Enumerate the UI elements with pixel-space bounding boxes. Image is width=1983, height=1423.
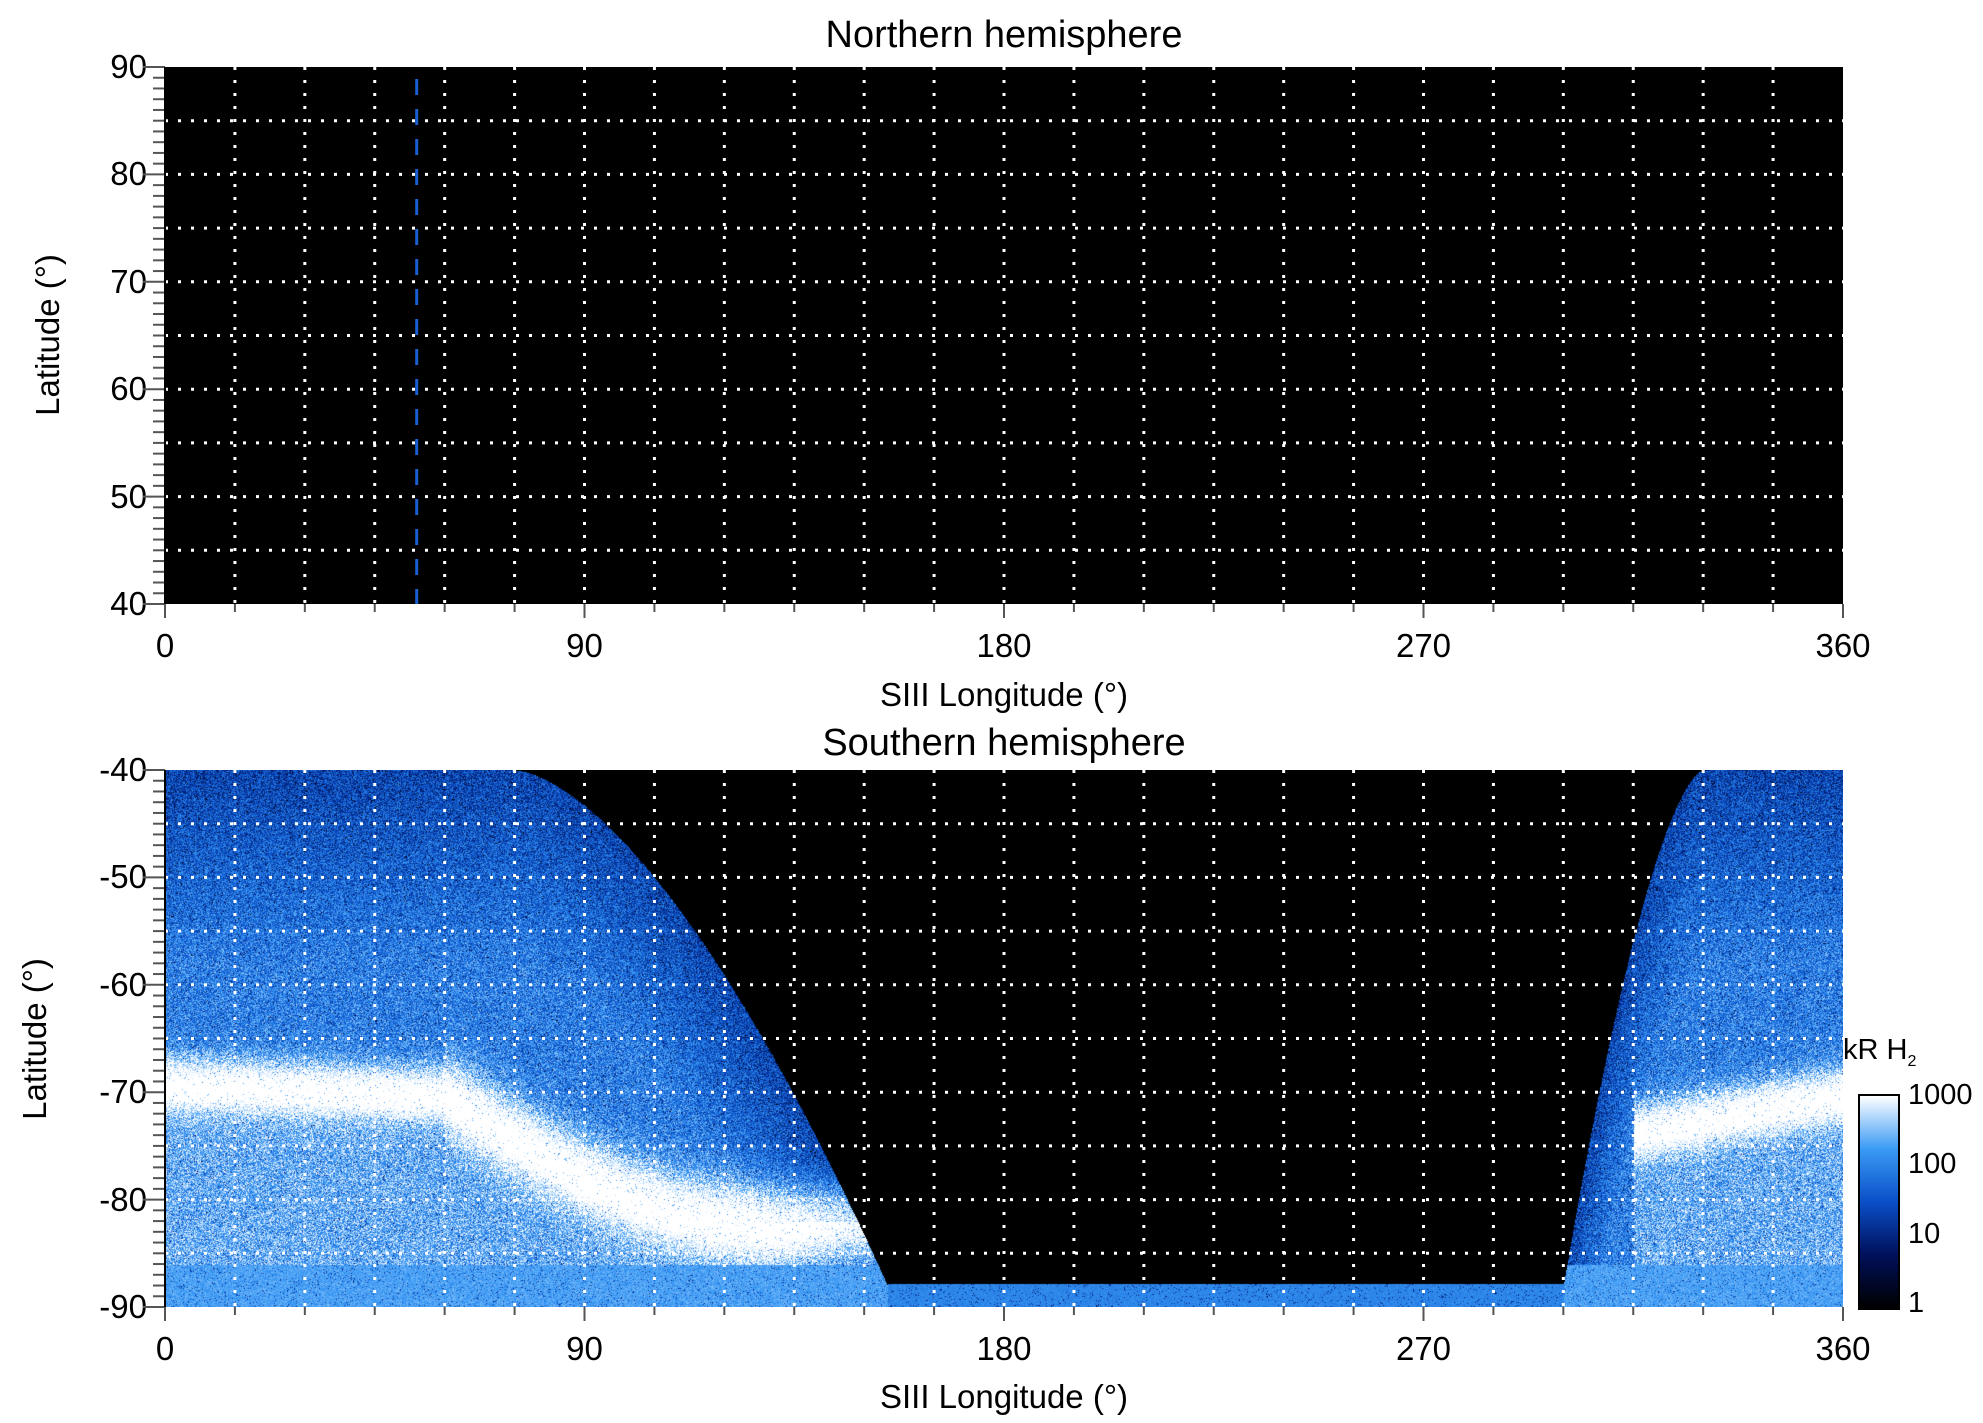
x-tick-label: 270 (1395, 627, 1452, 664)
north-xlabel: SIII Longitude (°) (880, 676, 1128, 713)
y-tick-label: -50 (99, 858, 147, 896)
y-tick-label: 50 (110, 477, 147, 515)
colorbar-gradient (1860, 1096, 1898, 1308)
x-tick-label: 180 (976, 627, 1032, 664)
x-tick-label: 180 (976, 1330, 1032, 1367)
y-tick-label: -80 (99, 1180, 147, 1218)
x-tick-label: 90 (566, 627, 603, 664)
north-heatmap (165, 67, 1843, 604)
x-tick-label: 270 (1395, 1330, 1452, 1367)
x-tick-label: 0 (155, 1330, 175, 1367)
y-tick-label: 60 (110, 370, 147, 408)
y-tick-label: 80 (110, 155, 147, 193)
north-heatmap-canvas (165, 67, 1843, 604)
south-title: Southern hemisphere (822, 722, 1186, 764)
south-xlabel: SIII Longitude (°) (880, 1378, 1128, 1415)
colorbar-label: kR H2 (1843, 1036, 1916, 1070)
north-title: Northern hemisphere (825, 14, 1183, 56)
y-tick-label: 70 (110, 262, 147, 300)
colorbar-tick-label: 100 (1908, 1148, 1957, 1181)
y-tick-label: -40 (99, 751, 147, 788)
y-tick-label: -70 (99, 1073, 147, 1111)
x-tick-label: 90 (566, 1330, 603, 1367)
y-tick-label: -60 (99, 965, 147, 1003)
x-tick-label: 0 (155, 627, 175, 664)
south-heatmap-canvas (165, 770, 1843, 1307)
colorbar-unit: kR H (1843, 1034, 1908, 1066)
x-tick-label: 360 (1815, 627, 1871, 664)
colorbar (1858, 1094, 1900, 1310)
x-tick-label: 360 (1815, 1330, 1871, 1367)
y-tick-label: 90 (110, 48, 147, 85)
y-tick-label: -90 (99, 1288, 147, 1325)
colorbar-subscript: 2 (1907, 1052, 1917, 1070)
colorbar-tick-label: 1 (1908, 1287, 1925, 1319)
colorbar-tick-label: 10 (1908, 1217, 1941, 1250)
south-heatmap (165, 770, 1843, 1307)
y-tick-label: 40 (110, 585, 147, 622)
colorbar-tick-label: 1000 (1908, 1079, 1973, 1111)
